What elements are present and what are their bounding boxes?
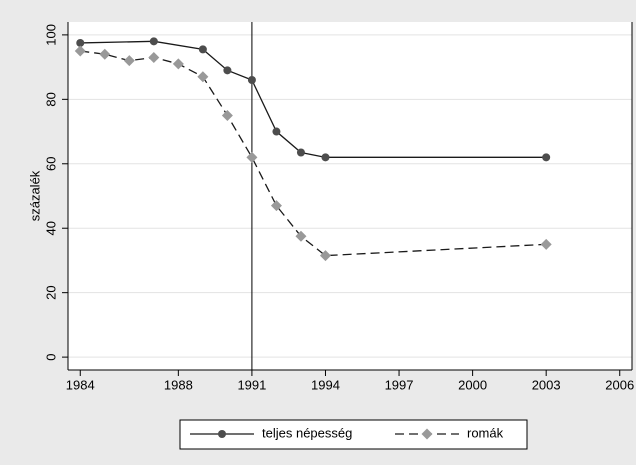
y-tick-label: 60 [43,157,58,171]
data-point [295,230,307,242]
x-tick-label: 1984 [66,377,95,392]
data-point [74,45,86,57]
x-tick-label: 1991 [237,377,266,392]
plot-region [68,22,632,370]
y-tick-label: 100 [43,24,58,46]
data-point [246,151,258,163]
x-tick-label: 2000 [458,377,487,392]
data-point [542,153,551,162]
data-point [223,66,232,75]
x-tick-label: 2003 [532,377,561,392]
y-tick-label: 80 [43,92,58,106]
y-axis-label: százalék [27,170,42,221]
y-tick-label: 20 [43,285,58,299]
legend-marker [421,428,433,440]
legend-label: teljes népesség [262,425,352,440]
data-point [296,148,305,157]
data-point [123,55,135,67]
data-point [149,37,158,46]
x-tick-label: 1988 [164,377,193,392]
x-tick-label: 1994 [311,377,340,392]
data-point [198,45,207,54]
y-tick-label: 0 [43,353,58,360]
data-point [172,58,184,70]
legend-marker [218,430,226,438]
data-point [321,153,330,162]
data-point [221,109,233,121]
x-tick-label: 2006 [605,377,634,392]
data-point [197,71,209,83]
data-point [272,127,281,136]
y-tick-label: 40 [43,221,58,235]
data-point [319,250,331,262]
data-point [540,238,552,250]
data-point [247,76,256,84]
data-point [99,48,111,60]
x-tick-label: 1997 [385,377,414,392]
data-point [270,200,282,212]
data-point [148,51,160,63]
data-point [76,38,85,47]
legend-label: romák [467,425,504,440]
